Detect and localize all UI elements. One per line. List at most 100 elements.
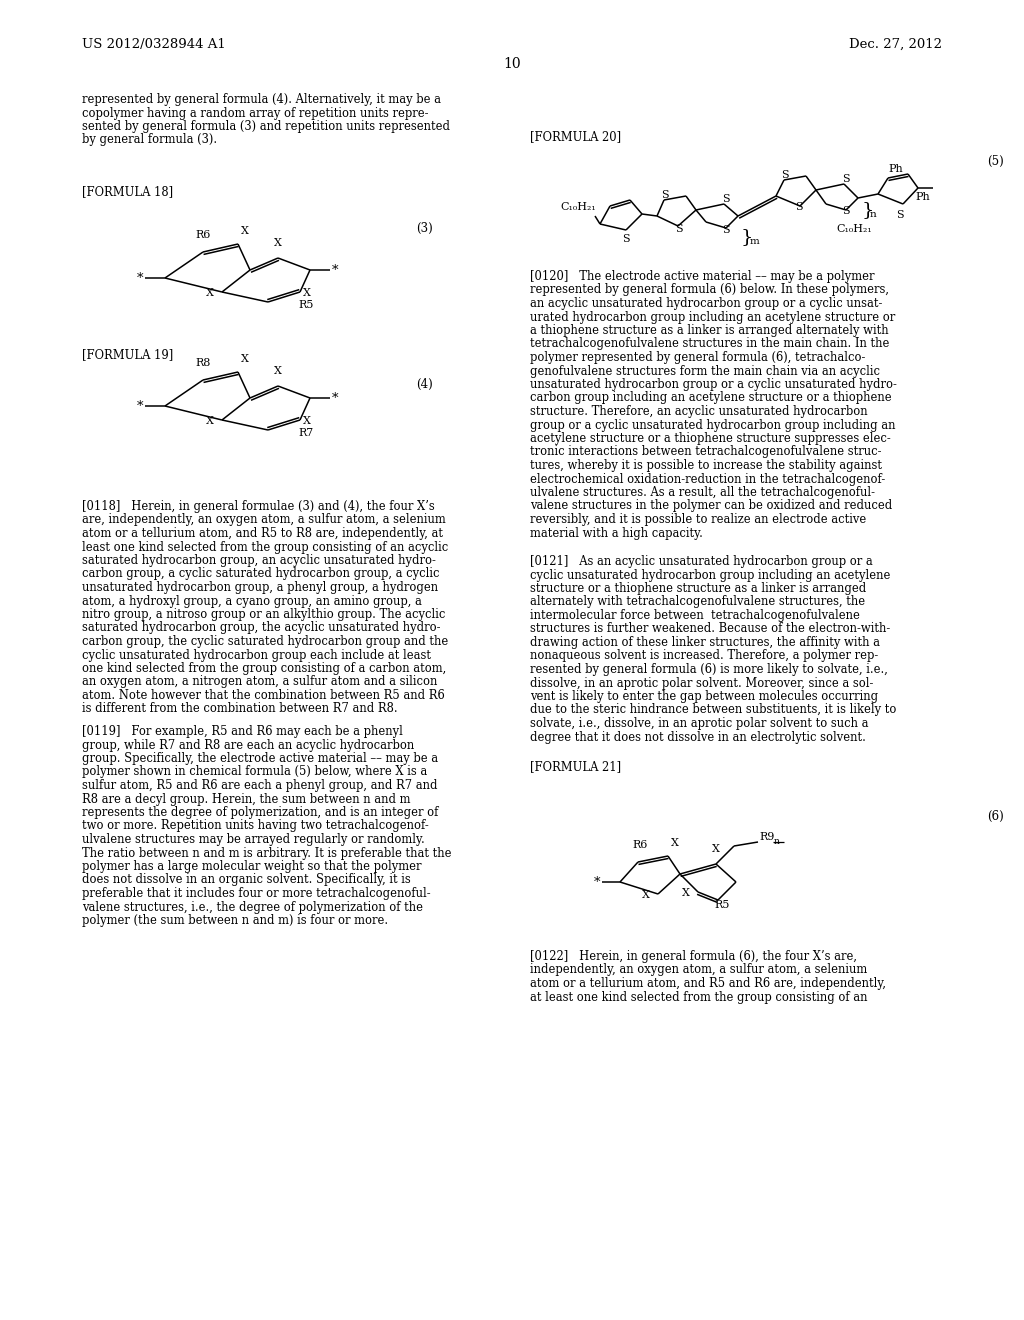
Text: nonaqueous solvent is increased. Therefore, a polymer rep-: nonaqueous solvent is increased. Therefo… <box>530 649 879 663</box>
Text: polymer has a large molecular weight so that the polymer: polymer has a large molecular weight so … <box>82 861 422 873</box>
Text: structure. Therefore, an acyclic unsaturated hydrocarbon: structure. Therefore, an acyclic unsatur… <box>530 405 867 418</box>
Text: sented by general formula (3) and repetition units represented: sented by general formula (3) and repeti… <box>82 120 450 133</box>
Text: alternately with tetrachalcogenofulvalene structures, the: alternately with tetrachalcogenofulvalen… <box>530 595 865 609</box>
Text: ulvalene structures may be arrayed regularly or randomly.: ulvalene structures may be arrayed regul… <box>82 833 425 846</box>
Text: at least one kind selected from the group consisting of an: at least one kind selected from the grou… <box>530 990 867 1003</box>
Text: carbon group, the cyclic saturated hydrocarbon group and the: carbon group, the cyclic saturated hydro… <box>82 635 449 648</box>
Text: acetylene structure or a thiophene structure suppresses elec-: acetylene structure or a thiophene struc… <box>530 432 891 445</box>
Text: S: S <box>722 224 730 235</box>
Text: solvate, i.e., dissolve, in an aprotic polar solvent to such a: solvate, i.e., dissolve, in an aprotic p… <box>530 717 868 730</box>
Text: saturated hydrocarbon group, an acyclic unsaturated hydro-: saturated hydrocarbon group, an acyclic … <box>82 554 436 568</box>
Text: an acyclic unsaturated hydrocarbon group or a cyclic unsat-: an acyclic unsaturated hydrocarbon group… <box>530 297 883 310</box>
Text: Ph: Ph <box>888 164 903 174</box>
Text: (6): (6) <box>987 810 1004 822</box>
Text: tronic interactions between tetrachalcogenofulvalene struc-: tronic interactions between tetrachalcog… <box>530 446 882 458</box>
Text: a thiophene structure as a linker is arranged alternately with: a thiophene structure as a linker is arr… <box>530 323 889 337</box>
Text: X: X <box>241 226 249 236</box>
Text: S: S <box>842 174 850 183</box>
Text: least one kind selected from the group consisting of an acyclic: least one kind selected from the group c… <box>82 540 449 553</box>
Text: group. Specifically, the electrode active material –– may be a: group. Specifically, the electrode activ… <box>82 752 438 766</box>
Text: m: m <box>750 238 760 246</box>
Text: sulfur atom, R5 and R6 are each a phenyl group, and R7 and: sulfur atom, R5 and R6 are each a phenyl… <box>82 779 437 792</box>
Text: polymer (the sum between n and m) is four or more.: polymer (the sum between n and m) is fou… <box>82 913 388 927</box>
Text: [0119]   For example, R5 and R6 may each be a phenyl: [0119] For example, R5 and R6 may each b… <box>82 725 402 738</box>
Text: intermolecular force between  tetrachalcogenofulvalene: intermolecular force between tetrachalco… <box>530 609 860 622</box>
Text: represented by general formula (4). Alternatively, it may be a: represented by general formula (4). Alte… <box>82 92 441 106</box>
Text: *: * <box>594 876 600 888</box>
Text: n: n <box>870 210 877 219</box>
Text: represents the degree of polymerization, and is an integer of: represents the degree of polymerization,… <box>82 807 438 818</box>
Text: resented by general formula (6) is more likely to solvate, i.e.,: resented by general formula (6) is more … <box>530 663 888 676</box>
Text: atom or a tellurium atom, and R5 and R6 are, independently,: atom or a tellurium atom, and R5 and R6 … <box>530 977 886 990</box>
Text: *: * <box>136 400 143 413</box>
Text: reversibly, and it is possible to realize an electrode active: reversibly, and it is possible to realiz… <box>530 513 866 525</box>
Text: is different from the combination between R7 and R8.: is different from the combination betwee… <box>82 702 397 715</box>
Text: }: } <box>862 201 874 219</box>
Text: S: S <box>795 202 803 213</box>
Text: R5: R5 <box>714 900 729 909</box>
Text: vent is likely to enter the gap between molecules occurring: vent is likely to enter the gap between … <box>530 690 879 704</box>
Text: R6: R6 <box>195 230 210 240</box>
Text: S: S <box>842 206 850 216</box>
Text: X: X <box>642 890 650 900</box>
Text: n: n <box>774 837 780 846</box>
Text: two or more. Repetition units having two tetrachalcogenof-: two or more. Repetition units having two… <box>82 820 429 833</box>
Text: group or a cyclic unsaturated hydrocarbon group including an: group or a cyclic unsaturated hydrocarbo… <box>530 418 896 432</box>
Text: X: X <box>206 288 214 298</box>
Text: unsaturated hydrocarbon group, a phenyl group, a hydrogen: unsaturated hydrocarbon group, a phenyl … <box>82 581 438 594</box>
Text: X: X <box>274 366 282 376</box>
Text: polymer represented by general formula (6), tetrachalco-: polymer represented by general formula (… <box>530 351 865 364</box>
Text: ulvalene structures. As a result, all the tetrachalcogenoful-: ulvalene structures. As a result, all th… <box>530 486 874 499</box>
Text: R8 are a decyl group. Herein, the sum between n and m: R8 are a decyl group. Herein, the sum be… <box>82 792 411 805</box>
Text: X: X <box>303 288 311 298</box>
Text: material with a high capacity.: material with a high capacity. <box>530 527 702 540</box>
Text: US 2012/0328944 A1: US 2012/0328944 A1 <box>82 38 225 51</box>
Text: cyclic unsaturated hydrocarbon group each include at least: cyclic unsaturated hydrocarbon group eac… <box>82 648 431 661</box>
Text: represented by general formula (6) below. In these polymers,: represented by general formula (6) below… <box>530 284 889 297</box>
Text: cyclic unsaturated hydrocarbon group including an acetylene: cyclic unsaturated hydrocarbon group inc… <box>530 569 891 582</box>
Text: unsaturated hydrocarbon group or a cyclic unsaturated hydro-: unsaturated hydrocarbon group or a cycli… <box>530 378 897 391</box>
Text: urated hydrocarbon group including an acetylene structure or: urated hydrocarbon group including an ac… <box>530 310 895 323</box>
Text: X: X <box>303 416 311 426</box>
Text: R6: R6 <box>632 840 647 850</box>
Text: R8: R8 <box>195 358 210 368</box>
Text: [0122]   Herein, in general formula (6), the four X’s are,: [0122] Herein, in general formula (6), t… <box>530 950 857 964</box>
Text: by general formula (3).: by general formula (3). <box>82 133 217 147</box>
Text: S: S <box>781 170 788 180</box>
Text: R7: R7 <box>298 428 313 438</box>
Text: *: * <box>332 392 339 405</box>
Text: The ratio between n and m is arbitrary. It is preferable that the: The ratio between n and m is arbitrary. … <box>82 846 452 859</box>
Text: [0121]   As an acyclic unsaturated hydrocarbon group or a: [0121] As an acyclic unsaturated hydroca… <box>530 554 872 568</box>
Text: X: X <box>206 416 214 426</box>
Text: Ph: Ph <box>915 191 930 202</box>
Text: S: S <box>896 210 903 220</box>
Text: [0118]   Herein, in general formulae (3) and (4), the four X’s: [0118] Herein, in general formulae (3) a… <box>82 500 435 513</box>
Text: group, while R7 and R8 are each an acyclic hydrocarbon: group, while R7 and R8 are each an acycl… <box>82 738 415 751</box>
Text: [FORMULA 19]: [FORMULA 19] <box>82 348 173 360</box>
Text: C₁₀H₂₁: C₁₀H₂₁ <box>560 202 596 213</box>
Text: X: X <box>671 838 679 847</box>
Text: (3): (3) <box>416 222 433 235</box>
Text: [FORMULA 20]: [FORMULA 20] <box>530 129 622 143</box>
Text: structure or a thiophene structure as a linker is arranged: structure or a thiophene structure as a … <box>530 582 866 595</box>
Text: Dec. 27, 2012: Dec. 27, 2012 <box>849 38 942 51</box>
Text: drawing action of these linker structures, the affinity with a: drawing action of these linker structure… <box>530 636 880 649</box>
Text: saturated hydrocarbon group, the acyclic unsaturated hydro-: saturated hydrocarbon group, the acyclic… <box>82 622 440 635</box>
Text: X: X <box>274 238 282 248</box>
Text: [0120]   The electrode active material –– may be a polymer: [0120] The electrode active material –– … <box>530 271 874 282</box>
Text: dissolve, in an aprotic polar solvent. Moreover, since a sol-: dissolve, in an aprotic polar solvent. M… <box>530 676 873 689</box>
Text: *: * <box>136 272 143 285</box>
Text: C₁₀H₂₁: C₁₀H₂₁ <box>836 224 871 234</box>
Text: S: S <box>622 234 630 244</box>
Text: }: } <box>741 228 754 246</box>
Text: carbon group, a cyclic saturated hydrocarbon group, a cyclic: carbon group, a cyclic saturated hydroca… <box>82 568 439 581</box>
Text: genofulvalene structures form the main chain via an acyclic: genofulvalene structures form the main c… <box>530 364 880 378</box>
Text: (5): (5) <box>987 154 1004 168</box>
Text: valene structures, i.e., the degree of polymerization of the: valene structures, i.e., the degree of p… <box>82 900 423 913</box>
Text: [FORMULA 21]: [FORMULA 21] <box>530 760 622 774</box>
Text: *: * <box>332 264 339 277</box>
Text: copolymer having a random array of repetition units repre-: copolymer having a random array of repet… <box>82 107 428 120</box>
Text: degree that it does not dissolve in an electrolytic solvent.: degree that it does not dissolve in an e… <box>530 730 866 743</box>
Text: 10: 10 <box>503 57 521 71</box>
Text: S: S <box>675 224 683 234</box>
